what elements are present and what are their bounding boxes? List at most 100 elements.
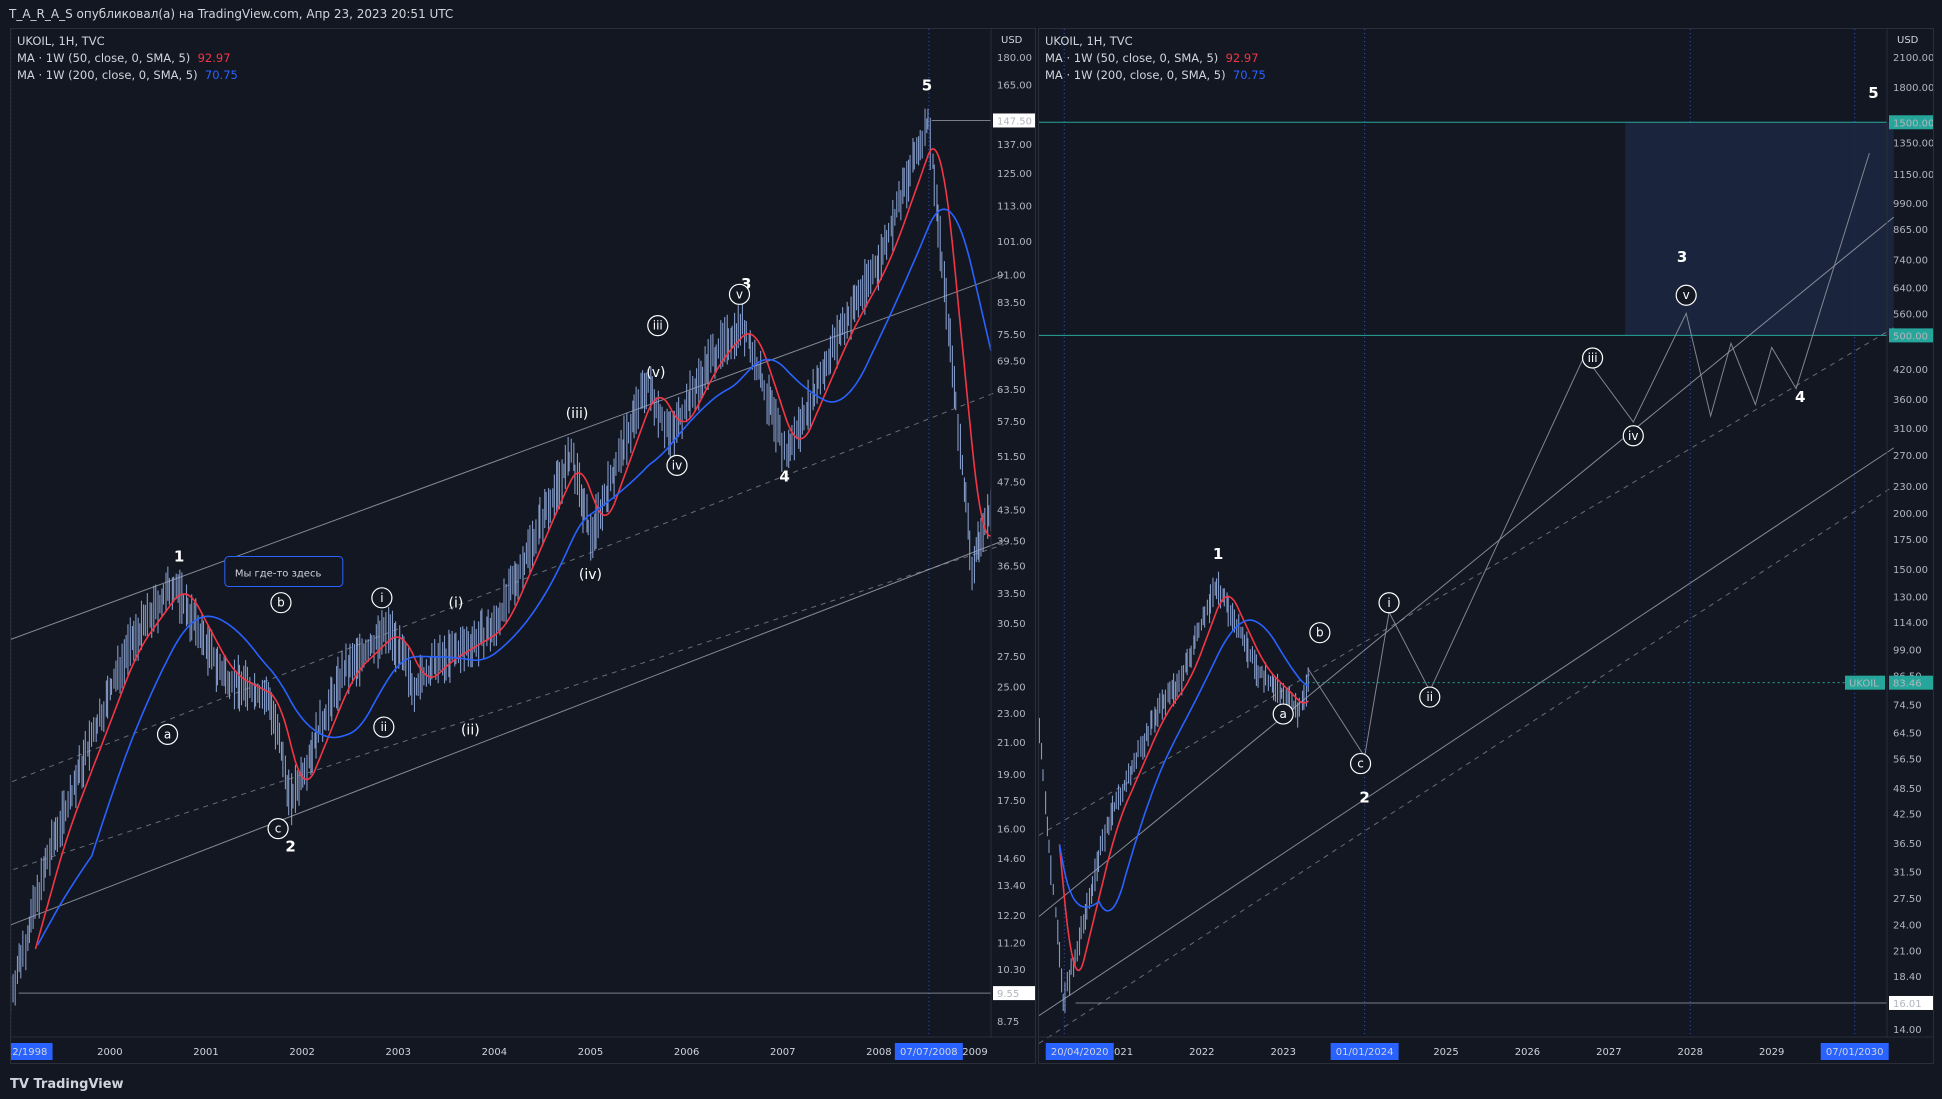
y-tick-label: 19.00 [997, 770, 1026, 781]
y-tick-label: 47.50 [997, 478, 1026, 489]
right-chart-panel[interactable]: 1 2 3 4 5 a b c i ii iii iv v USD 2100.00 1800.00 1350.0… [1038, 28, 1934, 1064]
x-tick-label: 2022 [1189, 1047, 1214, 1058]
circle-wave-marker [1272, 703, 1294, 725]
price-badge [993, 113, 1035, 128]
y-tick-label: 42.50 [1893, 810, 1922, 821]
y-tick-label: 91.00 [997, 270, 1026, 281]
date-badge-text: 07/07/2008 [900, 1047, 958, 1058]
x-tick-label: 2027 [1596, 1047, 1621, 1058]
channel-line [11, 540, 1004, 926]
circle-wave-marker [666, 454, 688, 476]
y-tick-label: 113.00 [997, 201, 1032, 212]
y-tick-label: 23.00 [997, 709, 1026, 720]
currency-label: USD [1897, 35, 1919, 46]
price-badge-text: 9.55 [997, 989, 1019, 1000]
y-tick-label: 75.50 [997, 330, 1026, 341]
x-tick-label: 2029 [1759, 1047, 1784, 1058]
channel-line [1039, 447, 1895, 1017]
circle-wave-label: i [380, 591, 383, 605]
date-badge [11, 1043, 53, 1060]
price-badge-text: 16.01 [1893, 999, 1922, 1010]
target-zone [1625, 122, 1894, 336]
y-tick-label: 175.00 [1893, 535, 1928, 546]
wave-label-3: 3 [741, 275, 751, 293]
note-balloon [224, 556, 344, 588]
wave-label-5: 5 [922, 77, 932, 95]
y-tick-label: 2100.00 [1893, 53, 1933, 64]
y-tick-label: 12.20 [997, 911, 1026, 922]
date-badge-text: 07/01/2030 [1826, 1047, 1884, 1058]
y-tick-label: 360.00 [1893, 395, 1928, 406]
y-tick-label: 420.00 [1893, 365, 1928, 376]
y-tick-label: 14.60 [997, 854, 1026, 865]
x-tick-label: 2003 [386, 1047, 411, 1058]
y-tick-label: 36.50 [1893, 839, 1922, 850]
right-chart-svg[interactable]: 12345abciiiiiiivvUSD2100.001800.001350.0… [1039, 29, 1933, 1063]
publisher-text: T_A_R_A_S опубликовал(а) на TradingView.… [9, 7, 454, 21]
price-badge-text: 1500.00 [1893, 118, 1933, 129]
circle-wave-marker [1309, 622, 1331, 644]
y-tick-label: 36.50 [997, 562, 1026, 573]
circle-wave-label: iii [653, 319, 663, 333]
circle-wave-label: v [736, 287, 743, 301]
y-tick-label: 30.50 [997, 619, 1026, 630]
ma200-series-line [36, 208, 992, 946]
wave-label-4: 4 [779, 468, 789, 486]
x-tick-label: 2007 [770, 1047, 795, 1058]
circle-wave-marker [371, 587, 393, 609]
circle-wave-label: iii [1588, 351, 1598, 365]
circle-wave-marker [728, 283, 751, 305]
y-tick-label: 43.50 [997, 506, 1026, 517]
y-tick-label: 270.00 [1893, 451, 1928, 462]
y-tick-label: 74.50 [1893, 701, 1922, 712]
y-tick-label: 8.75 [997, 1017, 1019, 1028]
subwave-label: (v) [646, 365, 665, 381]
y-tick-label: 17.50 [997, 796, 1026, 807]
y-tick-label: 27.50 [1893, 894, 1922, 905]
x-tick-label: 2004 [482, 1047, 507, 1058]
x-tick-label: 2008 [866, 1047, 891, 1058]
y-tick-label: 27.50 [997, 652, 1026, 663]
channel-line [1039, 327, 1895, 836]
circle-wave-label: iv [1628, 429, 1638, 443]
left-chart-panel[interactable]: 1 2 3 4 5 (i) (ii) (iii) (iv) (v) a b c i ii iii iv v Мы г… [10, 28, 1036, 1064]
circle-wave-marker [1349, 752, 1372, 775]
ma50-series-line [1058, 595, 1309, 972]
circle-wave-label: v [1683, 288, 1690, 302]
note-text: Мы где-то здесь [235, 569, 322, 580]
date-badge [894, 1043, 963, 1060]
circle-wave-marker [373, 716, 395, 738]
subwave-label: (iii) [566, 406, 589, 422]
tv-logo-icon: 𝗧𝗩 [10, 1077, 29, 1092]
circle-wave-label: i [1387, 596, 1390, 610]
wave-label-3: 3 [1677, 248, 1687, 266]
price-badge-text: 147.50 [997, 116, 1032, 127]
y-tick-label: 560.00 [1893, 309, 1928, 320]
price-badge [1889, 115, 1933, 130]
y-tick-label: 24.00 [1893, 920, 1922, 931]
circle-wave-marker [270, 592, 292, 614]
current-price-badge-text: 83.46 [1893, 679, 1922, 690]
circle-wave-marker [156, 723, 179, 746]
wave-label-1: 1 [174, 547, 184, 565]
y-tick-label: 114.00 [1893, 618, 1928, 629]
x-tick-label: 2005 [578, 1047, 603, 1058]
date-badge [1045, 1043, 1114, 1060]
price-badge [1889, 995, 1933, 1010]
wave-label-2: 2 [1359, 788, 1369, 806]
channel-line [1039, 485, 1895, 1044]
y-tick-label: 14.00 [1893, 1025, 1922, 1036]
x-tick-label: 2001 [193, 1047, 218, 1058]
ma200-series-line [1058, 619, 1309, 912]
wave-label-4: 4 [1795, 388, 1805, 406]
date-badge-text: 21/12/1998 [11, 1047, 47, 1058]
tradingview-logo[interactable]: 𝗧𝗩 TradingView [10, 1077, 124, 1092]
y-tick-label: 18.40 [1893, 972, 1922, 983]
date-badge-text: 20/04/2020 [1051, 1047, 1109, 1058]
circle-wave-marker [267, 817, 289, 840]
wave-label-2: 2 [285, 837, 295, 855]
date-badge-text: 01/01/2024 [1336, 1047, 1394, 1058]
y-tick-label: 63.50 [997, 385, 1026, 396]
